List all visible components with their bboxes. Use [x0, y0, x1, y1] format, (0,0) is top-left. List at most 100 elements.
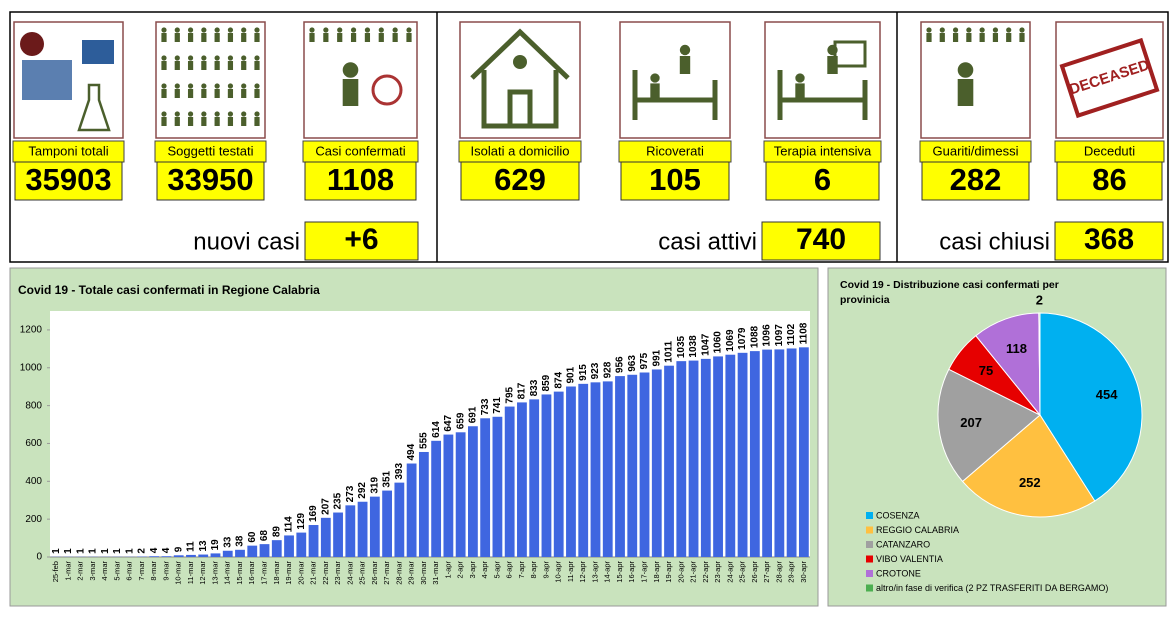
icon-shape — [680, 45, 690, 55]
icon-shape — [175, 83, 180, 88]
x-tick-label: 17-mar — [260, 561, 269, 585]
x-tick-label: 16-apr — [627, 561, 636, 583]
bar — [701, 359, 711, 557]
legend-swatch — [866, 556, 873, 563]
x-tick-label: 12-apr — [578, 561, 587, 583]
icon-shape — [241, 89, 246, 98]
summary-label: casi attivi — [658, 228, 757, 255]
icon-shape — [215, 117, 220, 126]
data-label: 833 — [529, 379, 540, 396]
data-label: 169 — [308, 505, 319, 522]
data-label: 1011 — [664, 341, 675, 363]
x-tick-label: 4-mar — [100, 561, 109, 581]
icon-shape — [215, 89, 220, 98]
icon-shape — [228, 89, 233, 98]
data-label: 9 — [173, 546, 184, 552]
data-label: 351 — [382, 470, 393, 487]
y-tick-label: 200 — [25, 514, 42, 525]
icon-shape — [175, 111, 180, 116]
data-label: 1035 — [676, 335, 687, 358]
icon-shape — [980, 27, 985, 32]
icon-shape — [188, 83, 193, 88]
x-tick-label: 7-mar — [137, 561, 146, 581]
x-tick-label: 8-mar — [149, 561, 158, 581]
bar — [480, 418, 490, 557]
icon-shape — [513, 55, 527, 69]
data-label: 647 — [443, 414, 454, 431]
stat-label: Deceduti — [1084, 143, 1135, 158]
data-label: 114 — [284, 516, 295, 533]
x-tick-label: 12-mar — [198, 561, 207, 585]
icon-shape — [228, 83, 233, 88]
icon-shape — [379, 33, 384, 42]
bar — [198, 555, 208, 557]
icon-shape — [215, 61, 220, 70]
x-tick-label: 23-mar — [333, 561, 342, 585]
icon-shape — [953, 27, 958, 32]
x-tick-label: 22-mar — [321, 561, 330, 585]
data-label: 129 — [296, 512, 307, 529]
icon-shape — [228, 55, 233, 60]
x-tick-label: 1-mar — [63, 561, 72, 581]
x-tick-label: 21-mar — [309, 561, 318, 585]
icon-box — [460, 22, 580, 138]
icon-shape — [940, 33, 945, 42]
icon-shape — [680, 56, 690, 74]
data-label: 1102 — [786, 323, 797, 345]
legend-label: CATANZARO — [876, 539, 930, 549]
x-tick-label: 26-mar — [370, 561, 379, 585]
icon-shape — [379, 27, 384, 32]
data-label: 614 — [431, 421, 442, 438]
legend-swatch — [866, 541, 873, 548]
data-label: 75 — [979, 363, 993, 378]
legend-label: VIBO VALENTIA — [876, 554, 943, 564]
icon-shape — [323, 33, 328, 42]
data-label: 1 — [63, 548, 74, 554]
x-tick-label: 20-mar — [296, 561, 305, 585]
icon-shape — [188, 117, 193, 126]
data-label: 923 — [590, 362, 601, 379]
icon-shape — [188, 89, 193, 98]
icon-shape — [940, 27, 945, 32]
data-label: 817 — [517, 382, 528, 399]
data-label: 901 — [566, 366, 577, 383]
data-label: 555 — [419, 432, 430, 449]
data-label: 1047 — [700, 333, 711, 356]
x-tick-label: 25-feb — [51, 561, 60, 582]
icon-shape — [309, 27, 314, 32]
x-tick-label: 28-apr — [774, 561, 783, 583]
bar — [321, 518, 331, 557]
icon-shape — [175, 27, 180, 32]
bar — [272, 540, 282, 557]
data-label: 956 — [615, 356, 626, 373]
stat-value: 629 — [494, 162, 546, 197]
icon-shape — [161, 117, 166, 126]
icon-shape — [254, 111, 259, 116]
icon-shape — [795, 83, 804, 99]
bar — [554, 392, 564, 557]
x-tick-label: 9-apr — [541, 561, 550, 579]
icon-shape — [926, 33, 931, 42]
x-tick-label: 15-apr — [615, 561, 624, 583]
stat-label: Guariti/dimessi — [933, 143, 1019, 158]
x-tick-label: 4-apr — [480, 561, 489, 579]
summary-label: casi chiusi — [939, 228, 1050, 255]
pie-title: provinicia — [840, 294, 890, 306]
x-tick-label: 27-apr — [762, 561, 771, 583]
icon-shape — [393, 27, 398, 32]
data-label: 2 — [1036, 292, 1043, 307]
x-tick-label: 13-mar — [210, 561, 219, 585]
icon-shape — [201, 61, 206, 70]
stat-value: 6 — [814, 162, 831, 197]
x-tick-label: 20-apr — [676, 561, 685, 583]
bar — [211, 553, 221, 557]
icon-shape — [1006, 33, 1011, 42]
icon-shape — [175, 117, 180, 126]
bar — [615, 376, 625, 557]
data-label: 991 — [651, 349, 662, 366]
x-tick-label: 1-apr — [443, 561, 452, 579]
icon-shape — [161, 55, 166, 60]
icon-shape — [365, 27, 370, 32]
icon-shape — [175, 55, 180, 60]
x-tick-label: 10-apr — [554, 561, 563, 583]
